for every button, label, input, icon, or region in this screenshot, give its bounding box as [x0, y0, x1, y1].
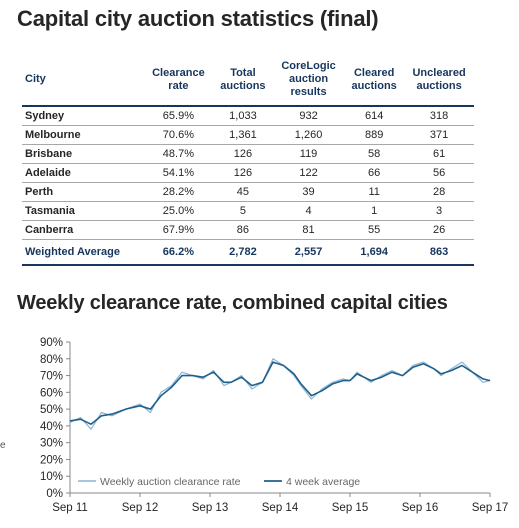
- y-tick-label: 0%: [46, 488, 63, 500]
- cell-clearance: 67.9%: [162, 223, 194, 236]
- cell-uncleared: 56: [432, 166, 446, 179]
- cell-total: 1,361: [229, 128, 257, 141]
- cell-cleared: 889: [364, 128, 384, 141]
- cell-corelogic: 81: [302, 223, 315, 236]
- cell-corelogic: 932: [299, 109, 318, 122]
- weekly-clearance-line: [69, 358, 491, 430]
- y-tick-label: 80%: [40, 354, 63, 366]
- cell-uncleared: 28: [432, 185, 446, 198]
- cell-clearance: 65.9%: [162, 109, 194, 122]
- cell-corelogic: 39: [302, 185, 315, 198]
- table-row: Brisbane 48.7% 126 119 58 61: [22, 144, 474, 163]
- cell-total: 1,033: [229, 109, 257, 122]
- cell-cleared: 11: [368, 185, 380, 198]
- legend-label-weekly: Weekly auction clearance rate: [100, 476, 241, 488]
- cell-cleared: 55: [368, 223, 381, 236]
- cell-city: Brisbane: [25, 147, 73, 160]
- header-cleared-auctions: Cleared auctions: [351, 66, 397, 92]
- cell-cleared: 58: [368, 147, 381, 160]
- x-tick-label: Sep 11: [52, 502, 88, 514]
- cell-total: 45: [236, 185, 250, 198]
- table-row: Melbourne 70.6% 1,361 1,260 889 371: [22, 125, 474, 144]
- y-tick-label: 90%: [40, 337, 63, 349]
- y-tick-label: 30%: [40, 438, 63, 450]
- cell-clearance: 54.1%: [162, 166, 194, 179]
- clearance-rate-chart: 0% 10% 20% 30% 40% 50% 60% 70% 80% 90% Sep 11 Sep 1…: [40, 337, 508, 514]
- cell-uncleared: 61: [432, 147, 446, 160]
- x-tick-label: Sep 15: [332, 502, 368, 514]
- table-body: Sydney 65.9% 1,033 932 614 318 Melbourne 70.6% 1…: [22, 106, 474, 265]
- x-tick-label: Sep 16: [402, 502, 438, 514]
- chart-title: Weekly clearance rate, combined capital …: [17, 292, 448, 314]
- cell-total: 126: [233, 166, 253, 179]
- cell-uncleared: 318: [429, 109, 449, 122]
- cell-city: Tasmania: [25, 204, 75, 217]
- cell-cleared: 1: [371, 204, 378, 217]
- edge-mark-text: e: [0, 440, 6, 451]
- cell-total: 5: [239, 204, 246, 217]
- y-tick-label: 60%: [40, 387, 63, 399]
- avg-cell-corelogic: 2,557: [294, 245, 323, 258]
- cell-cleared: 614: [364, 109, 384, 122]
- header-clearance-rate: Clearance rate: [152, 66, 205, 92]
- table-row: Sydney 65.9% 1,033 932 614 318: [22, 106, 474, 125]
- y-tick-label: 70%: [40, 371, 63, 383]
- four-week-average-line: [69, 361, 491, 425]
- table-header-row: City Clearance rate Total auctions CoreLog…: [22, 54, 474, 106]
- cell-corelogic: 119: [299, 147, 318, 160]
- y-tick-label: 10%: [40, 471, 63, 483]
- cell-uncleared: 371: [429, 128, 449, 141]
- page-title: Capital city auction statistics (final): [17, 6, 379, 31]
- avg-cell-city: Weighted Average: [25, 245, 120, 258]
- cell-corelogic: 1,260: [294, 128, 323, 141]
- cell-corelogic: 122: [299, 166, 318, 179]
- avg-cell-clearance: 66.2%: [162, 245, 194, 258]
- avg-cell-uncleared: 863: [429, 245, 449, 258]
- cell-city: Sydney: [25, 109, 65, 122]
- cell-city: Canberra: [25, 223, 74, 236]
- cell-clearance: 70.6%: [162, 128, 194, 141]
- cell-uncleared: 26: [432, 223, 446, 236]
- table-row: Perth 28.2% 45 39 11 28: [22, 182, 474, 201]
- x-tick-label: Sep 17: [472, 502, 508, 514]
- legend-label-average: 4 week average: [286, 476, 360, 488]
- header-uncleared-auctions: Uncleared auctions: [412, 66, 466, 92]
- cell-clearance: 25.0%: [162, 204, 194, 217]
- header-corelogic-results: CoreLogic auction results: [281, 60, 336, 98]
- cell-total: 86: [236, 223, 250, 236]
- cell-clearance: 48.7%: [162, 147, 194, 160]
- header-city: City: [25, 73, 46, 85]
- cell-city: Adelaide: [25, 166, 71, 179]
- cell-corelogic: 4: [305, 204, 312, 217]
- header-total-auctions: Total auctions: [220, 66, 266, 92]
- auction-stats-table: City Clearance rate Total auctions CoreLog…: [22, 54, 474, 266]
- y-tick-label: 50%: [40, 404, 63, 416]
- cell-clearance: 28.2%: [162, 185, 194, 198]
- x-tick-label: Sep 12: [122, 502, 158, 514]
- table-row: Tasmania 25.0% 5 4 1 3: [22, 201, 474, 220]
- table-row: Adelaide 54.1% 126 122 66 56: [22, 163, 474, 182]
- cell-city: Melbourne: [25, 128, 81, 141]
- table-row: Canberra 67.9% 86 81 55 26: [22, 220, 474, 239]
- y-tick-label: 20%: [40, 454, 63, 466]
- avg-cell-total: 2,782: [229, 245, 257, 258]
- cell-total: 126: [233, 147, 253, 160]
- x-tick-label: Sep 14: [262, 502, 299, 514]
- avg-cell-cleared: 1,694: [360, 245, 388, 258]
- cell-city: Perth: [25, 185, 54, 198]
- y-tick-label: 40%: [40, 421, 63, 433]
- cell-uncleared: 3: [436, 204, 443, 217]
- x-tick-label: Sep 13: [192, 502, 228, 514]
- cell-cleared: 66: [368, 166, 381, 179]
- weighted-average-row: Weighted Average 66.2% 2,782 2,557 1,694 863: [22, 239, 474, 265]
